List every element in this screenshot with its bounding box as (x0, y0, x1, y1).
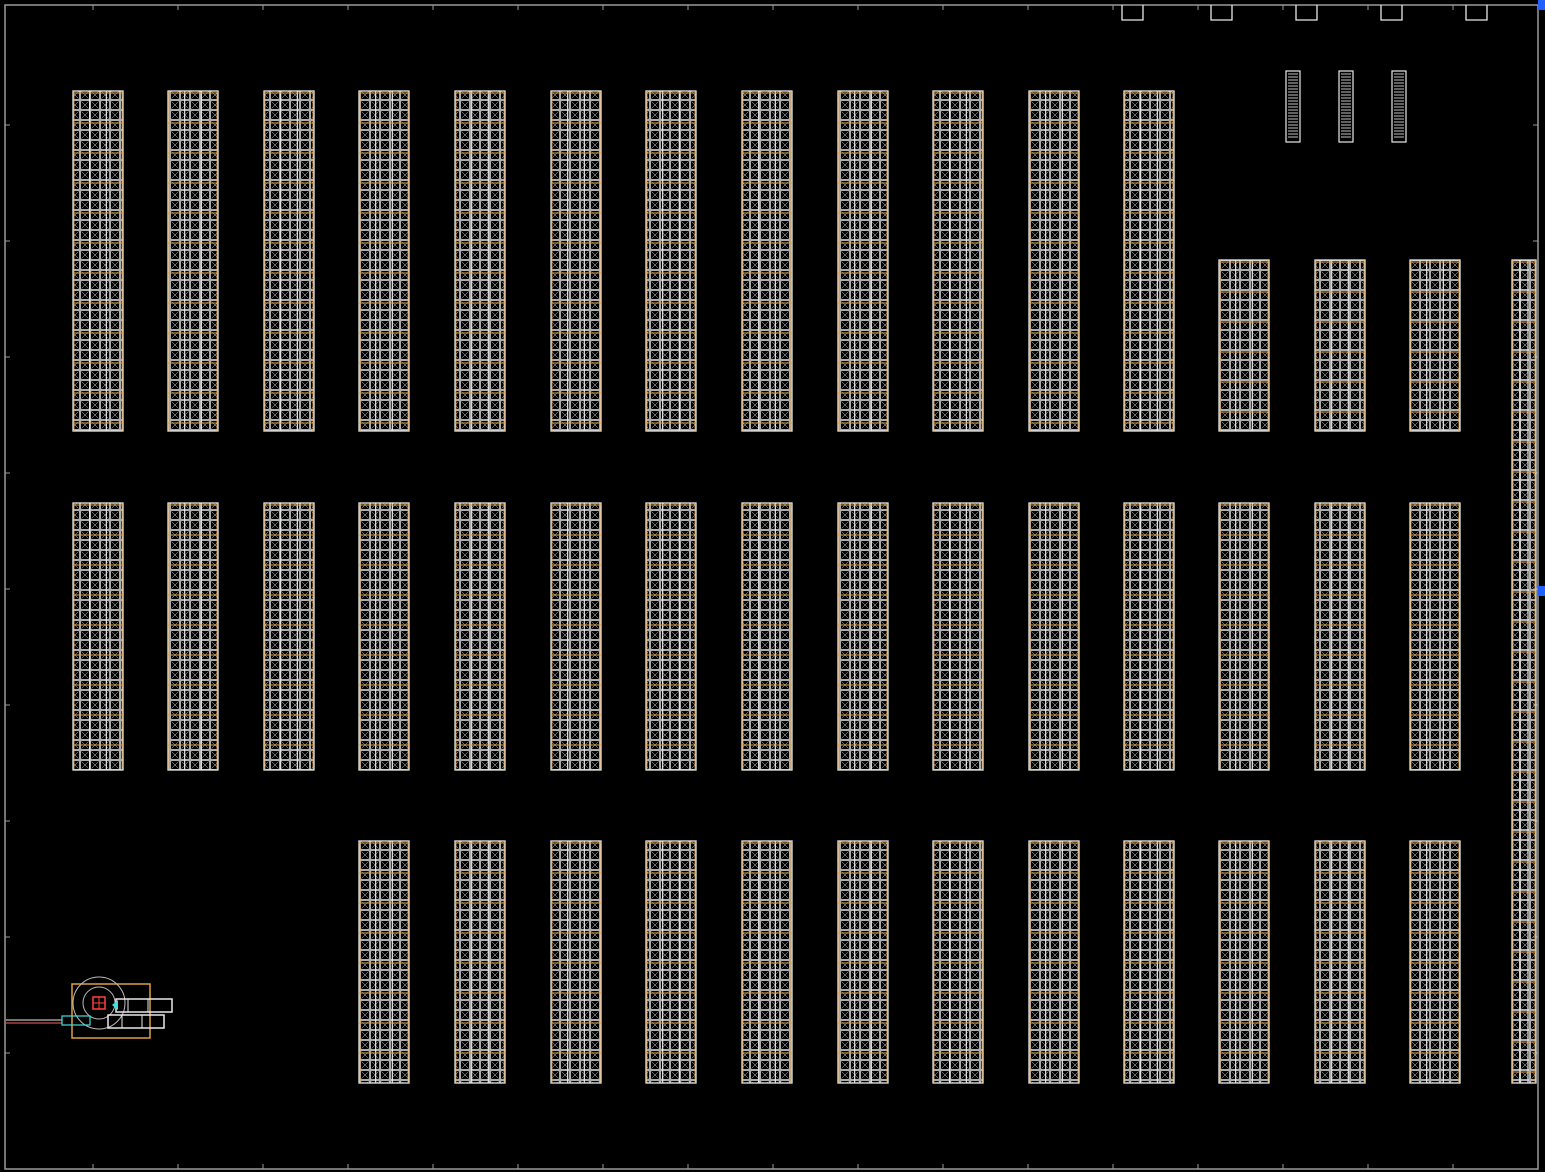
selection-grip-icon[interactable] (1538, 586, 1545, 596)
rack-bay-icon[interactable] (1314, 840, 1366, 1084)
rack-bay-icon[interactable] (1409, 502, 1461, 771)
barcode-station-icon[interactable] (1391, 70, 1407, 143)
barcode-station-icon[interactable] (1338, 70, 1354, 143)
rack-bay-icon[interactable] (741, 840, 793, 1084)
rack-bay-icon[interactable] (932, 90, 984, 432)
rack-bay-icon[interactable] (1123, 840, 1175, 1084)
rack-bay-icon[interactable] (932, 840, 984, 1084)
rack-bay-icon[interactable] (645, 90, 697, 432)
rack-bay-icon[interactable] (550, 502, 602, 771)
rack-bay-icon[interactable] (1028, 840, 1080, 1084)
selection-grip-icon[interactable] (1538, 0, 1545, 10)
dock-door-icon[interactable] (1465, 5, 1488, 21)
rack-bays (72, 90, 1537, 1084)
rack-bay-icon[interactable] (1314, 502, 1366, 771)
rack-bay-icon[interactable] (1028, 90, 1080, 432)
forklift-equipment-icon[interactable] (6, 976, 173, 1039)
rack-bay-icon[interactable] (932, 502, 984, 771)
rack-bay-icon[interactable] (454, 90, 506, 432)
rack-bay-icon[interactable] (167, 502, 219, 771)
rack-bay-icon[interactable] (741, 502, 793, 771)
barcode-station-icon[interactable] (1285, 70, 1301, 143)
rack-bay-icon[interactable] (837, 502, 889, 771)
rack-bay-icon[interactable] (1511, 259, 1537, 1084)
rack-bay-icon[interactable] (1409, 840, 1461, 1084)
rack-bay-icon[interactable] (1218, 259, 1270, 432)
dock-doors (1121, 5, 1488, 21)
rack-bay-icon[interactable] (1123, 502, 1175, 771)
rack-bay-icon[interactable] (358, 840, 410, 1084)
rack-bay-icon[interactable] (1028, 502, 1080, 771)
rack-bay-icon[interactable] (550, 90, 602, 432)
rack-bay-icon[interactable] (1409, 259, 1461, 432)
rack-bay-icon[interactable] (72, 502, 124, 771)
dock-door-icon[interactable] (1295, 5, 1318, 21)
selection-grips (1538, 0, 1545, 596)
rack-bay-icon[interactable] (645, 840, 697, 1084)
rack-bay-icon[interactable] (358, 90, 410, 432)
rack-bay-icon[interactable] (72, 90, 124, 432)
dock-door-icon[interactable] (1380, 5, 1403, 21)
rack-bay-icon[interactable] (1314, 259, 1366, 432)
rack-bay-icon[interactable] (837, 840, 889, 1084)
rack-bay-icon[interactable] (263, 502, 315, 771)
dock-door-icon[interactable] (1210, 5, 1233, 21)
rack-bay-icon[interactable] (358, 502, 410, 771)
rack-bay-icon[interactable] (1218, 502, 1270, 771)
rack-bay-icon[interactable] (550, 840, 602, 1084)
rack-bay-icon[interactable] (1218, 840, 1270, 1084)
rack-bay-icon[interactable] (454, 502, 506, 771)
rack-bay-icon[interactable] (454, 840, 506, 1084)
barcode-stations (1285, 70, 1407, 143)
rack-bay-icon[interactable] (741, 90, 793, 432)
dock-door-icon[interactable] (1121, 5, 1144, 21)
rack-bay-icon[interactable] (837, 90, 889, 432)
rack-bay-icon[interactable] (167, 90, 219, 432)
rack-bay-icon[interactable] (1123, 90, 1175, 432)
rack-bay-icon[interactable] (263, 90, 315, 432)
rack-bay-icon[interactable] (645, 502, 697, 771)
